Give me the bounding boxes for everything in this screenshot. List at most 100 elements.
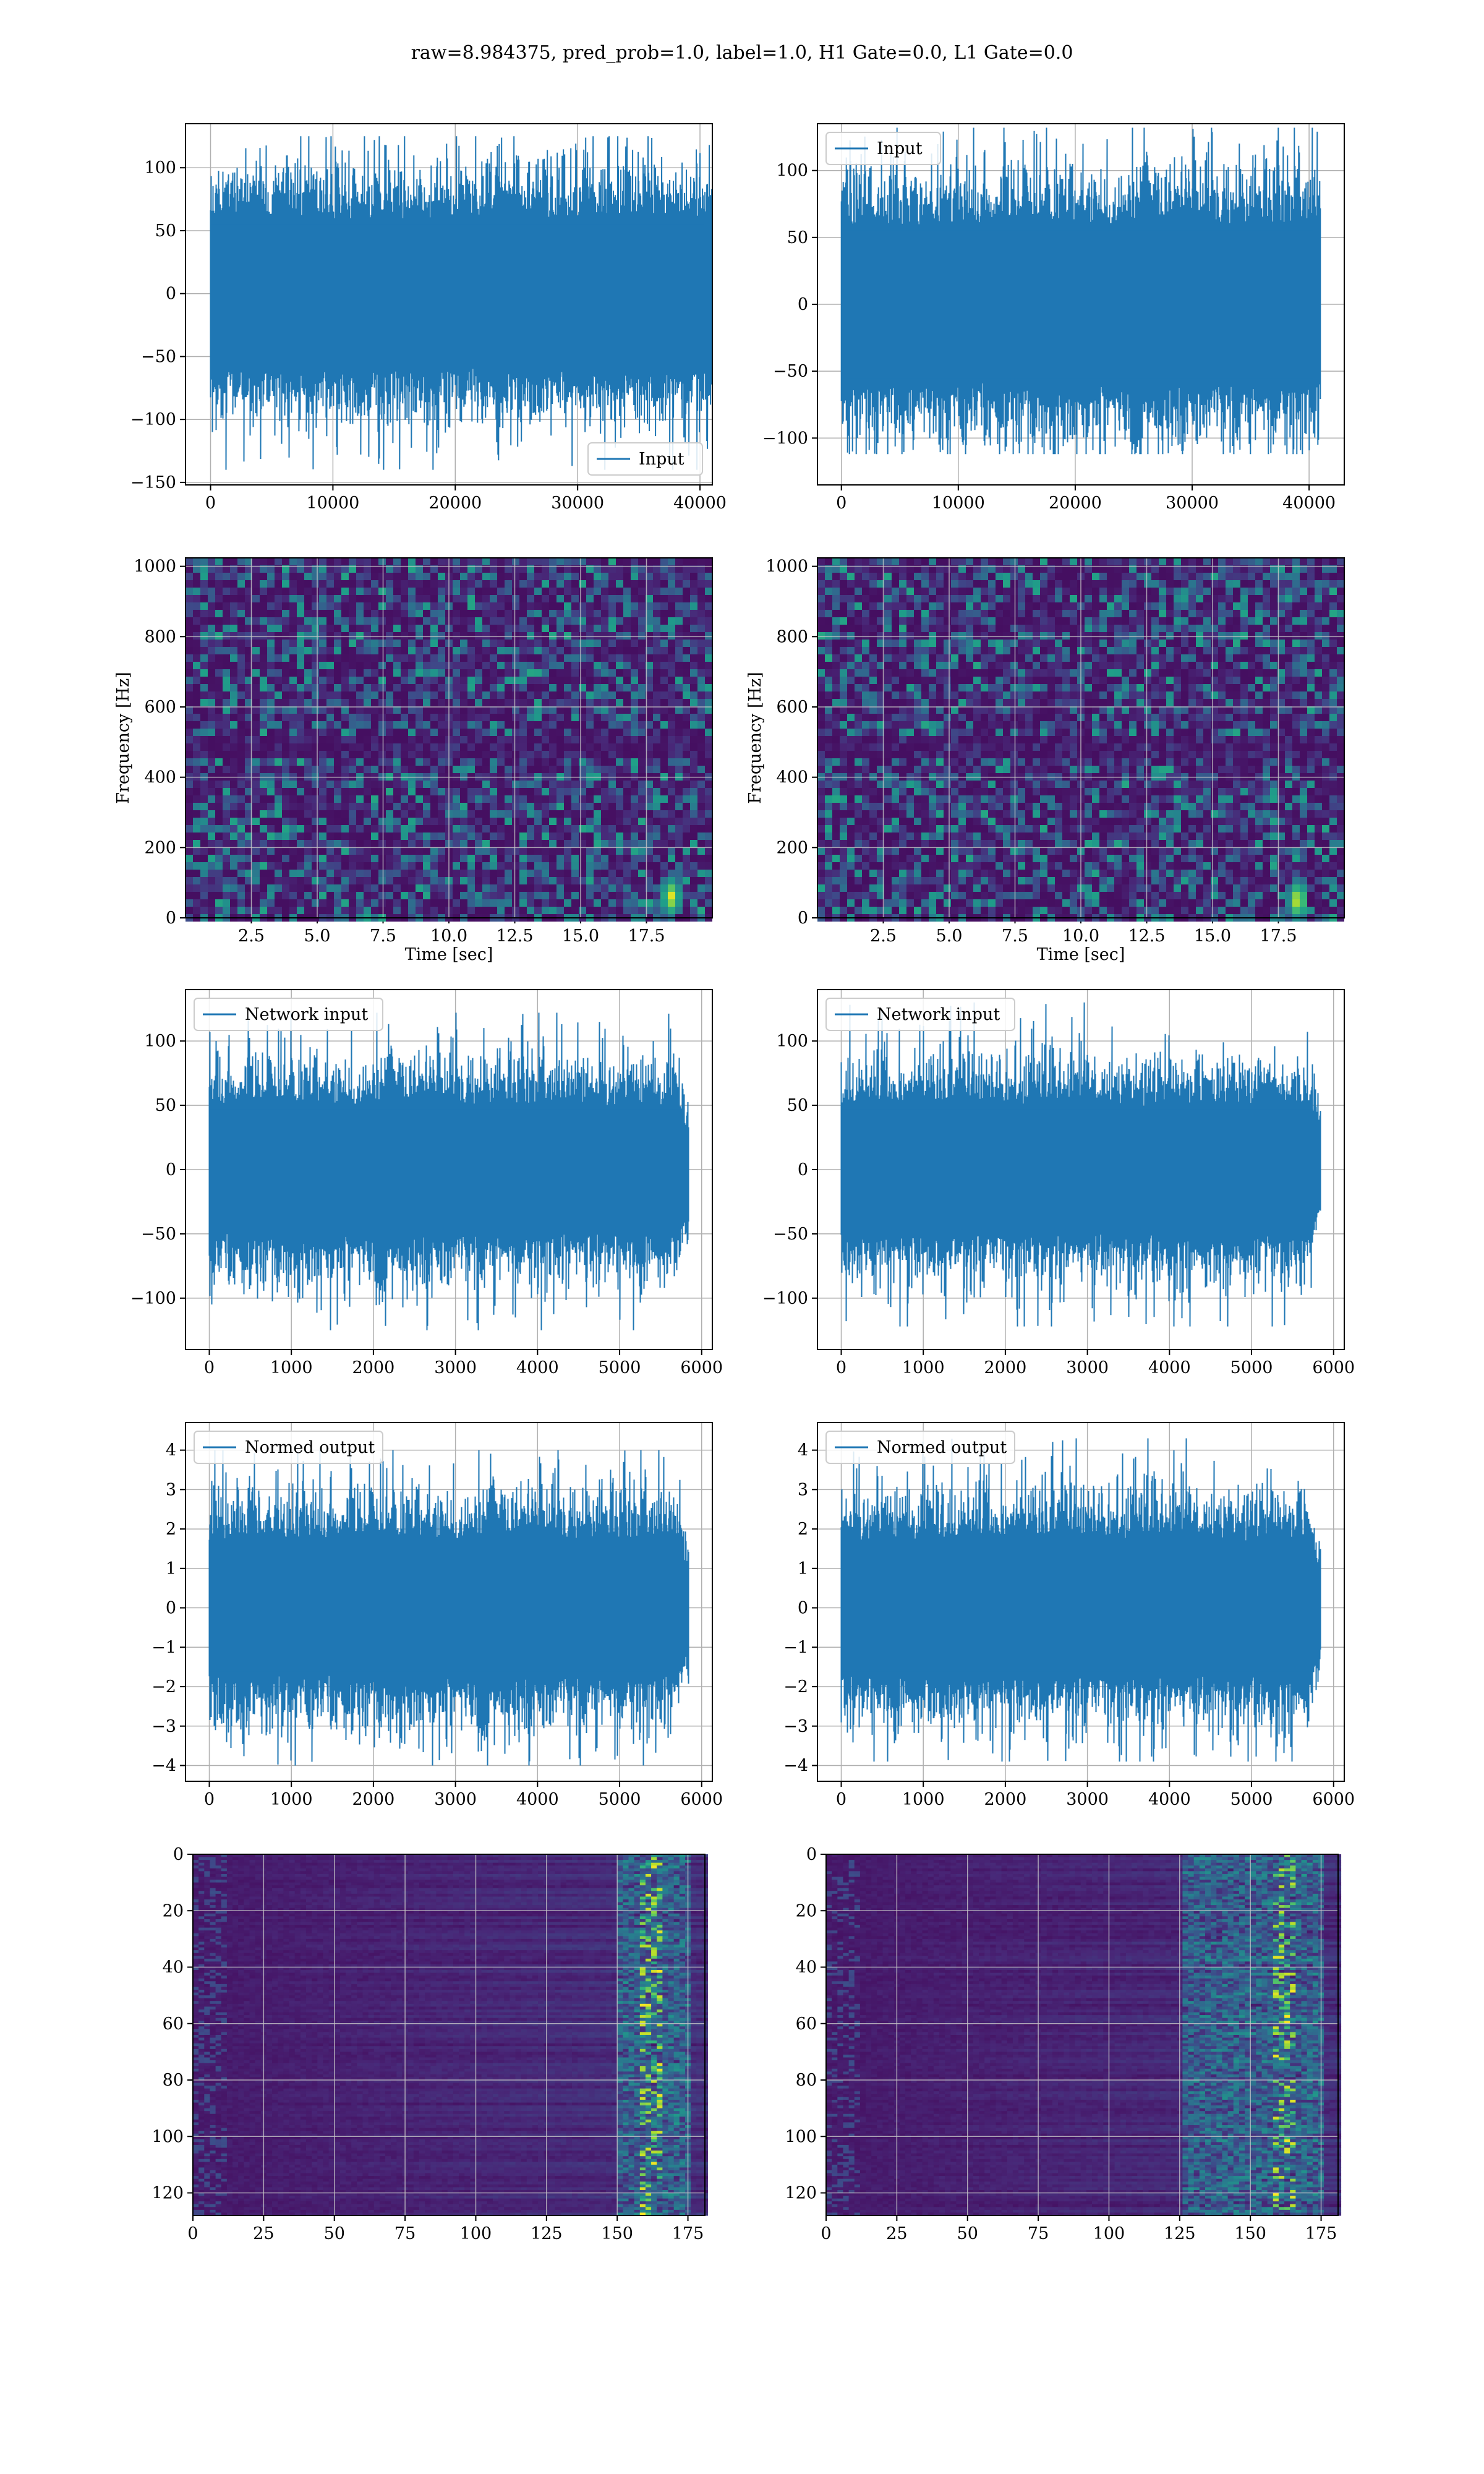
x-tick-label: 2.5	[238, 927, 265, 946]
y-tick-label: −100	[762, 1289, 808, 1308]
x-tick-label: 4000	[516, 1790, 559, 1809]
x-tick-label: 2000	[984, 1790, 1027, 1809]
y-tick-label: 0	[173, 1845, 184, 1864]
chart-panel-row3-left: 0 1000 2000 3000 4000 5000 6000−100−50050100Ne…	[130, 990, 723, 1377]
y-tick-label: −4	[151, 1757, 176, 1776]
x-axis-label: Time [sec]	[1037, 945, 1125, 964]
x-tick-label: 40000	[1282, 494, 1336, 513]
feature-map-cells	[193, 1854, 708, 2216]
y-tick-label: −3	[151, 1717, 176, 1736]
y-tick-label: 60	[163, 2014, 184, 2034]
y-tick-label: −1	[783, 1638, 808, 1657]
y-tick-label: −50	[141, 347, 176, 366]
x-tick-label: 0	[821, 2224, 831, 2243]
x-tick-label: 3000	[434, 1790, 477, 1809]
spectrogram-panel-row2-left: 2.5 5.0 7.5 10.0 12.5 15.0 17.5020040060080010…	[114, 557, 712, 964]
x-tick-label: 6000	[1312, 1358, 1355, 1377]
x-tick-label: 5000	[599, 1358, 641, 1377]
series-core-band	[209, 1544, 681, 1672]
x-tick-label: 2000	[352, 1358, 395, 1377]
legend-label: Input	[639, 450, 684, 469]
x-tick-label: 3000	[1066, 1790, 1109, 1809]
x-tick-label: 12.5	[1128, 927, 1165, 946]
y-tick-label: 800	[776, 627, 808, 646]
x-tick-label: 10.0	[430, 927, 467, 946]
x-tick-label: 5.0	[936, 927, 963, 946]
y-tick-label: −150	[130, 473, 176, 492]
x-tick-label: 3000	[1066, 1358, 1109, 1377]
x-tick-label: 0	[204, 1358, 215, 1377]
x-tick-label: 175	[672, 2224, 704, 2243]
x-tick-label: 40000	[673, 494, 727, 513]
y-tick-label: −4	[783, 1757, 808, 1776]
y-tick-label: −1	[151, 1638, 176, 1657]
x-tick-label: 30000	[551, 494, 604, 513]
x-tick-label: 25	[886, 2224, 907, 2243]
y-tick-label: 400	[144, 768, 176, 787]
x-tick-label: 100	[1093, 2224, 1125, 2243]
series-core-band	[841, 1544, 1313, 1672]
x-tick-label: 0	[836, 494, 846, 513]
y-tick-label: 0	[806, 1845, 817, 1864]
x-tick-label: 7.5	[1002, 927, 1028, 946]
legend: Network input	[194, 998, 383, 1030]
y-tick-label: 600	[776, 698, 808, 717]
y-tick-label: 0	[166, 285, 176, 304]
x-tick-label: 75	[394, 2224, 416, 2243]
y-tick-label: 50	[155, 1096, 176, 1115]
y-tick-label: 3	[798, 1480, 808, 1499]
x-tick-label: 6000	[1312, 1790, 1355, 1809]
y-tick-label: −2	[783, 1677, 808, 1697]
x-tick-label: 15.0	[562, 927, 599, 946]
x-tick-label: 75	[1028, 2224, 1049, 2243]
y-tick-label: 50	[155, 221, 176, 241]
x-tick-label: 25	[253, 2224, 274, 2243]
x-tick-label: 4000	[1148, 1358, 1191, 1377]
y-tick-label: 2	[166, 1520, 176, 1539]
legend-label: Normed output	[877, 1438, 1007, 1457]
y-tick-label: 4	[166, 1441, 176, 1460]
y-axis-label: Frequency [Hz]	[114, 672, 133, 803]
y-tick-label: 800	[144, 627, 176, 646]
x-tick-label: 0	[204, 1790, 215, 1809]
x-tick-label: 15.0	[1194, 927, 1231, 946]
legend-label: Network input	[877, 1005, 1000, 1024]
spectrogram-panel-row2-right: 2.5 5.0 7.5 10.0 12.5 15.0 17.5020040060080010…	[746, 557, 1344, 964]
y-tick-label: 40	[163, 1958, 184, 1977]
legend: Normed output	[826, 1431, 1015, 1463]
y-tick-label: 60	[796, 2014, 817, 2034]
y-tick-label: 0	[798, 1599, 808, 1618]
x-tick-label: 50	[324, 2224, 345, 2243]
y-tick-label: −50	[141, 1225, 176, 1244]
x-tick-label: 5.0	[304, 927, 331, 946]
y-tick-label: 0	[798, 909, 808, 928]
y-tick-label: 100	[144, 1032, 176, 1051]
x-tick-label: 17.5	[1260, 927, 1297, 946]
y-axis-label: Frequency [Hz]	[746, 672, 765, 803]
y-tick-label: 2	[798, 1520, 808, 1539]
x-tick-label: 6000	[680, 1358, 723, 1377]
x-tick-label: 10.0	[1062, 927, 1099, 946]
x-tick-label: 5000	[1230, 1790, 1273, 1809]
y-tick-label: 100	[151, 2127, 184, 2146]
x-tick-label: 17.5	[628, 927, 665, 946]
x-tick-label: 1000	[270, 1358, 313, 1377]
x-tick-label: 4000	[516, 1358, 559, 1377]
feature-map-cells	[826, 1854, 1341, 2216]
x-tick-label: 2000	[352, 1790, 395, 1809]
x-tick-label: 6000	[680, 1790, 723, 1809]
y-tick-label: −100	[130, 1289, 176, 1308]
y-tick-label: 400	[776, 768, 808, 787]
x-tick-label: 5000	[599, 1790, 641, 1809]
y-tick-label: 4	[798, 1441, 808, 1460]
x-tick-label: 1000	[902, 1790, 945, 1809]
y-tick-label: 100	[785, 2127, 817, 2146]
y-tick-label: 100	[144, 158, 176, 178]
y-tick-label: 200	[776, 838, 808, 857]
y-tick-label: 0	[166, 1599, 176, 1618]
y-tick-label: 20	[163, 1901, 184, 1920]
x-tick-label: 0	[836, 1358, 846, 1377]
